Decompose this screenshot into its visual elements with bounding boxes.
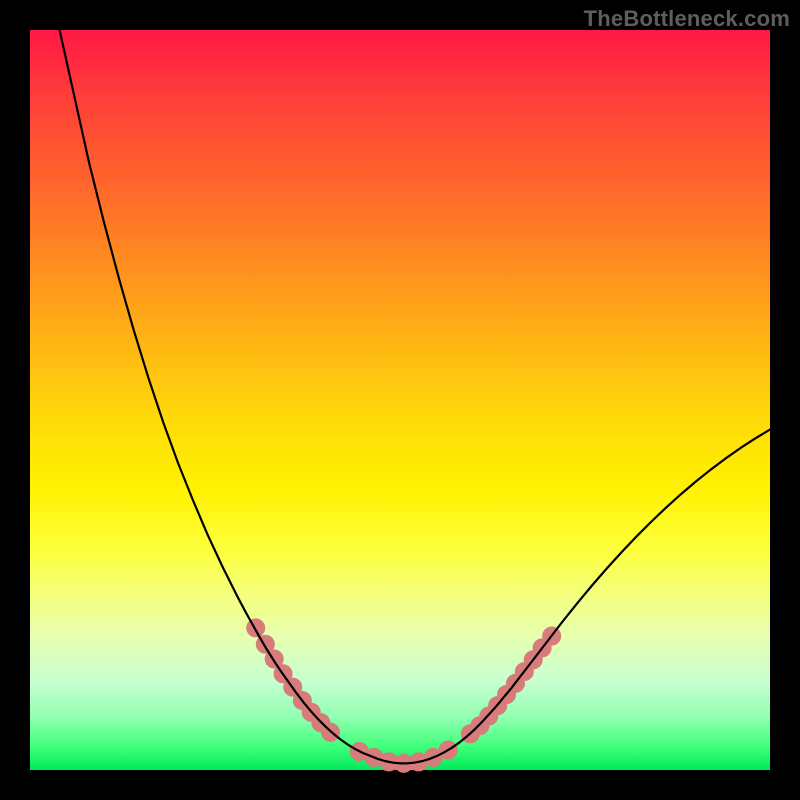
- chart-frame: TheBottleneck.com: [0, 0, 800, 800]
- watermark-label: TheBottleneck.com: [584, 6, 790, 32]
- plot-area: [30, 30, 770, 770]
- bottleneck-curve: [60, 30, 770, 763]
- markers-group: [247, 619, 561, 772]
- chart-svg: [30, 30, 770, 770]
